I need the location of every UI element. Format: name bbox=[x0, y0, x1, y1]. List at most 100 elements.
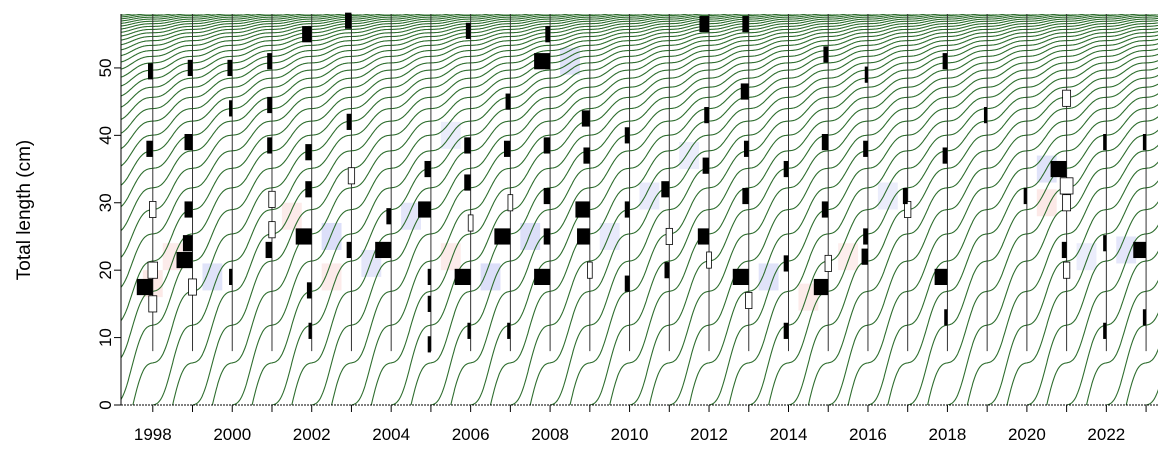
growth-curve bbox=[117, 1, 1160, 6]
x-axis-ticks: 1998 2000 2002 2004 2006 2008 2010 2012 2014 2016… bbox=[134, 405, 1147, 444]
positive-bar bbox=[1133, 241, 1147, 259]
shading-cell bbox=[440, 243, 461, 271]
growth-curve bbox=[121, 14, 415, 70]
positive-bar bbox=[661, 181, 670, 198]
negative-bar bbox=[1063, 261, 1071, 279]
growth-curve bbox=[117, 1, 1160, 4]
growth-curve bbox=[121, 14, 336, 46]
shading-cell bbox=[798, 283, 819, 311]
positive-bar bbox=[743, 140, 749, 157]
positive-bar bbox=[147, 63, 153, 80]
positive-bar bbox=[464, 174, 471, 191]
growth-curve bbox=[121, 14, 375, 57]
growth-curve bbox=[987, 161, 1158, 405]
growth-curve bbox=[121, 14, 495, 108]
growth-curve bbox=[311, 14, 932, 405]
positive-bar bbox=[454, 268, 471, 286]
growth-curve bbox=[121, 14, 522, 121]
positive-bar bbox=[494, 228, 511, 245]
positive-bar bbox=[182, 235, 193, 252]
growth-curve bbox=[121, 14, 534, 134]
growth-curve bbox=[117, 1, 1160, 4]
positive-bar bbox=[267, 137, 272, 154]
shading-cell bbox=[281, 202, 302, 230]
shading-cell bbox=[560, 47, 580, 75]
positive-bar bbox=[267, 53, 272, 70]
growth-curve bbox=[117, 1, 1160, 12]
positive-bar bbox=[942, 147, 948, 164]
positive-bar bbox=[543, 187, 551, 205]
positive-bar bbox=[187, 59, 193, 77]
growth-curve bbox=[867, 83, 1158, 405]
positive-bar bbox=[543, 137, 551, 154]
y-axis-title: Total length (cm) bbox=[14, 140, 35, 280]
shading-cell bbox=[480, 263, 501, 291]
growth-curve bbox=[1125, 348, 1158, 405]
shading-cell bbox=[321, 222, 342, 250]
shading-cell bbox=[1116, 236, 1137, 264]
positive-bar bbox=[465, 22, 471, 39]
positive-bar bbox=[740, 83, 749, 100]
shading-cell bbox=[599, 222, 620, 250]
negative-bar bbox=[467, 214, 474, 232]
shading-cell bbox=[679, 142, 700, 170]
negative-bar bbox=[1062, 89, 1072, 107]
positive-bar bbox=[295, 228, 312, 245]
growth-curve bbox=[828, 67, 1158, 405]
positive-bar bbox=[704, 107, 710, 124]
positive-bar bbox=[308, 322, 312, 339]
x-tick-label: 2008 bbox=[531, 425, 569, 444]
growth-curve bbox=[117, 1, 1160, 6]
growth-curve bbox=[172, 14, 801, 405]
shading-cell bbox=[1076, 243, 1097, 271]
growth-curve bbox=[117, 1, 1160, 7]
growth-curve bbox=[609, 19, 1158, 405]
growth-curve bbox=[117, 1, 1160, 5]
negative-bar bbox=[148, 295, 158, 313]
positive-bar bbox=[583, 147, 590, 164]
positive-bar bbox=[821, 133, 829, 151]
x-tick-label: 2022 bbox=[1087, 425, 1125, 444]
positive-bar bbox=[146, 140, 153, 157]
positive-bar bbox=[1050, 160, 1067, 178]
positive-bar bbox=[346, 241, 352, 259]
growth-curve bbox=[927, 116, 1158, 405]
growth-curve bbox=[907, 104, 1158, 405]
shading-cell bbox=[321, 263, 342, 291]
growth-curve bbox=[589, 17, 1158, 405]
x-tick-label: 2016 bbox=[849, 425, 887, 444]
positive-bar bbox=[418, 201, 431, 218]
growth-curve bbox=[117, 1, 1160, 3]
growth-curve bbox=[430, 14, 1051, 405]
positive-bar bbox=[176, 251, 193, 269]
positive-bar bbox=[783, 255, 789, 272]
positive-bar bbox=[944, 309, 948, 326]
negative-bar bbox=[824, 254, 832, 272]
positive-bar bbox=[864, 66, 868, 83]
shading-cell bbox=[758, 263, 779, 291]
growth-curve bbox=[121, 14, 443, 78]
shading-cell bbox=[877, 182, 898, 210]
growth-curve bbox=[489, 14, 1118, 405]
positive-bar bbox=[942, 53, 948, 70]
y-tick-label: 30 bbox=[96, 193, 115, 212]
positive-bar bbox=[863, 140, 868, 157]
negative-bar bbox=[507, 194, 514, 212]
growth-curve bbox=[132, 14, 761, 405]
positive-bar bbox=[534, 53, 551, 70]
growth-curve bbox=[391, 14, 1011, 405]
positive-bar bbox=[783, 322, 789, 339]
positive-bar bbox=[305, 144, 312, 161]
positive-bar bbox=[577, 228, 590, 245]
growth-curve bbox=[117, 1, 1160, 9]
positive-bar bbox=[742, 16, 749, 33]
axes bbox=[120, 14, 1158, 406]
negative-bar bbox=[268, 221, 276, 239]
y-tick-label: 50 bbox=[96, 58, 115, 77]
shading-cell bbox=[639, 182, 660, 210]
growth-curve bbox=[271, 14, 892, 405]
positive-bar bbox=[427, 295, 431, 312]
negative-bar bbox=[745, 292, 753, 309]
growth-curve bbox=[121, 14, 733, 401]
positive-bar bbox=[742, 187, 749, 205]
